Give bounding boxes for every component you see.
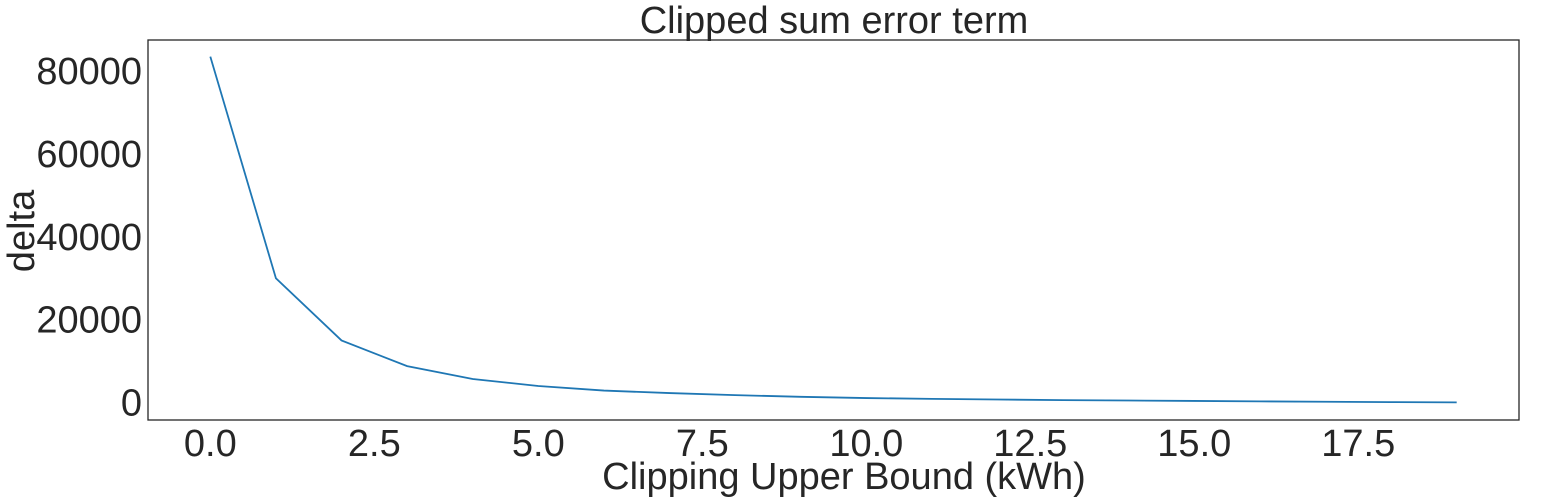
- y-tick-label: 20000: [36, 300, 142, 342]
- x-tick-label: 7.5: [676, 423, 729, 465]
- y-tick-label: 0: [121, 383, 142, 425]
- series-line-0: [209, 56, 1457, 404]
- y-tick-label: 80000: [36, 51, 142, 93]
- x-tick-label: 10.0: [829, 423, 903, 465]
- x-tick-label: 0.0: [184, 423, 237, 465]
- x-tick-label: 15.0: [1157, 423, 1231, 465]
- plot-area: [209, 56, 1457, 404]
- x-axis-label: Clipping Upper Bound (kWh): [602, 456, 1086, 498]
- x-axis-ticks: 0.0 2.5 5.0 7.5 10.0 12.5 15.0 17.5: [184, 423, 1395, 465]
- y-tick-label: 40000: [36, 217, 142, 259]
- plot-frame: [147, 39, 1520, 421]
- x-tick-label: 12.5: [993, 423, 1067, 465]
- chart-title: Clipped sum error term: [640, 0, 1029, 42]
- y-axis-ticks: 0 20000 40000 60000 80000: [36, 51, 142, 425]
- x-tick-label: 5.0: [512, 423, 565, 465]
- y-axis-label: delta: [1, 189, 43, 272]
- x-tick-label: 2.5: [348, 423, 401, 465]
- y-tick-label: 60000: [36, 134, 142, 176]
- x-tick-label: 17.5: [1321, 423, 1395, 465]
